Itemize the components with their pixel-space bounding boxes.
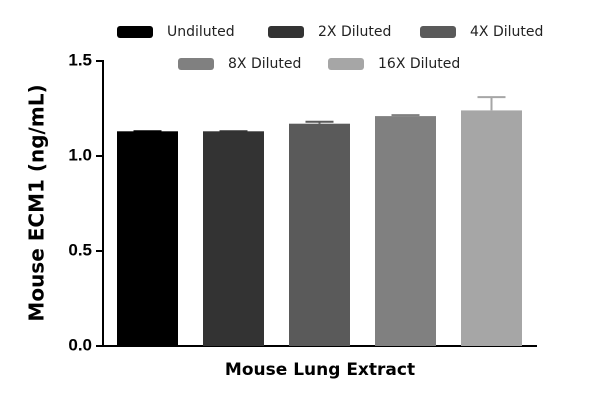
legend-swatch (268, 26, 304, 38)
legend-label: 2X Diluted (318, 24, 391, 40)
error-bar (391, 114, 420, 117)
y-axis-title: Mouse ECM1 (ng/mL) (25, 84, 49, 321)
error-bar (477, 96, 506, 111)
x-axis-title: Mouse Lung Extract (225, 360, 415, 380)
y-tick-label: 1.0 (68, 145, 92, 164)
bar (289, 123, 350, 346)
y-tick-label: 0.5 (68, 240, 92, 259)
legend-swatch (420, 26, 456, 38)
error-bar (305, 120, 334, 124)
y-tick-label: 0.0 (68, 335, 92, 354)
legend-label: Undiluted (167, 24, 235, 40)
bar (203, 131, 264, 346)
legend-swatch (117, 26, 153, 38)
bar (461, 110, 522, 347)
bar (375, 116, 436, 346)
legend-label: 8X Diluted (228, 56, 301, 72)
legend-label: 16X Diluted (378, 56, 460, 72)
legend-label: 4X Diluted (470, 24, 543, 40)
legend-swatch (178, 58, 214, 70)
legend-swatch (328, 58, 364, 70)
bar (117, 131, 178, 346)
y-tick-label: 1.5 (68, 50, 92, 69)
